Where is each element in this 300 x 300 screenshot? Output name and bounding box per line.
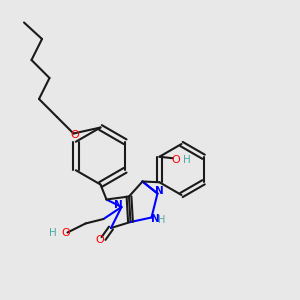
Text: O: O [95, 235, 104, 245]
Text: O: O [172, 155, 180, 165]
Text: N: N [154, 186, 164, 196]
Text: O: O [61, 227, 70, 238]
Text: H: H [158, 215, 165, 225]
Text: N: N [114, 200, 123, 211]
Text: N: N [151, 214, 160, 224]
Text: H: H [49, 227, 56, 238]
Text: O: O [70, 130, 80, 140]
Text: H: H [182, 155, 190, 165]
